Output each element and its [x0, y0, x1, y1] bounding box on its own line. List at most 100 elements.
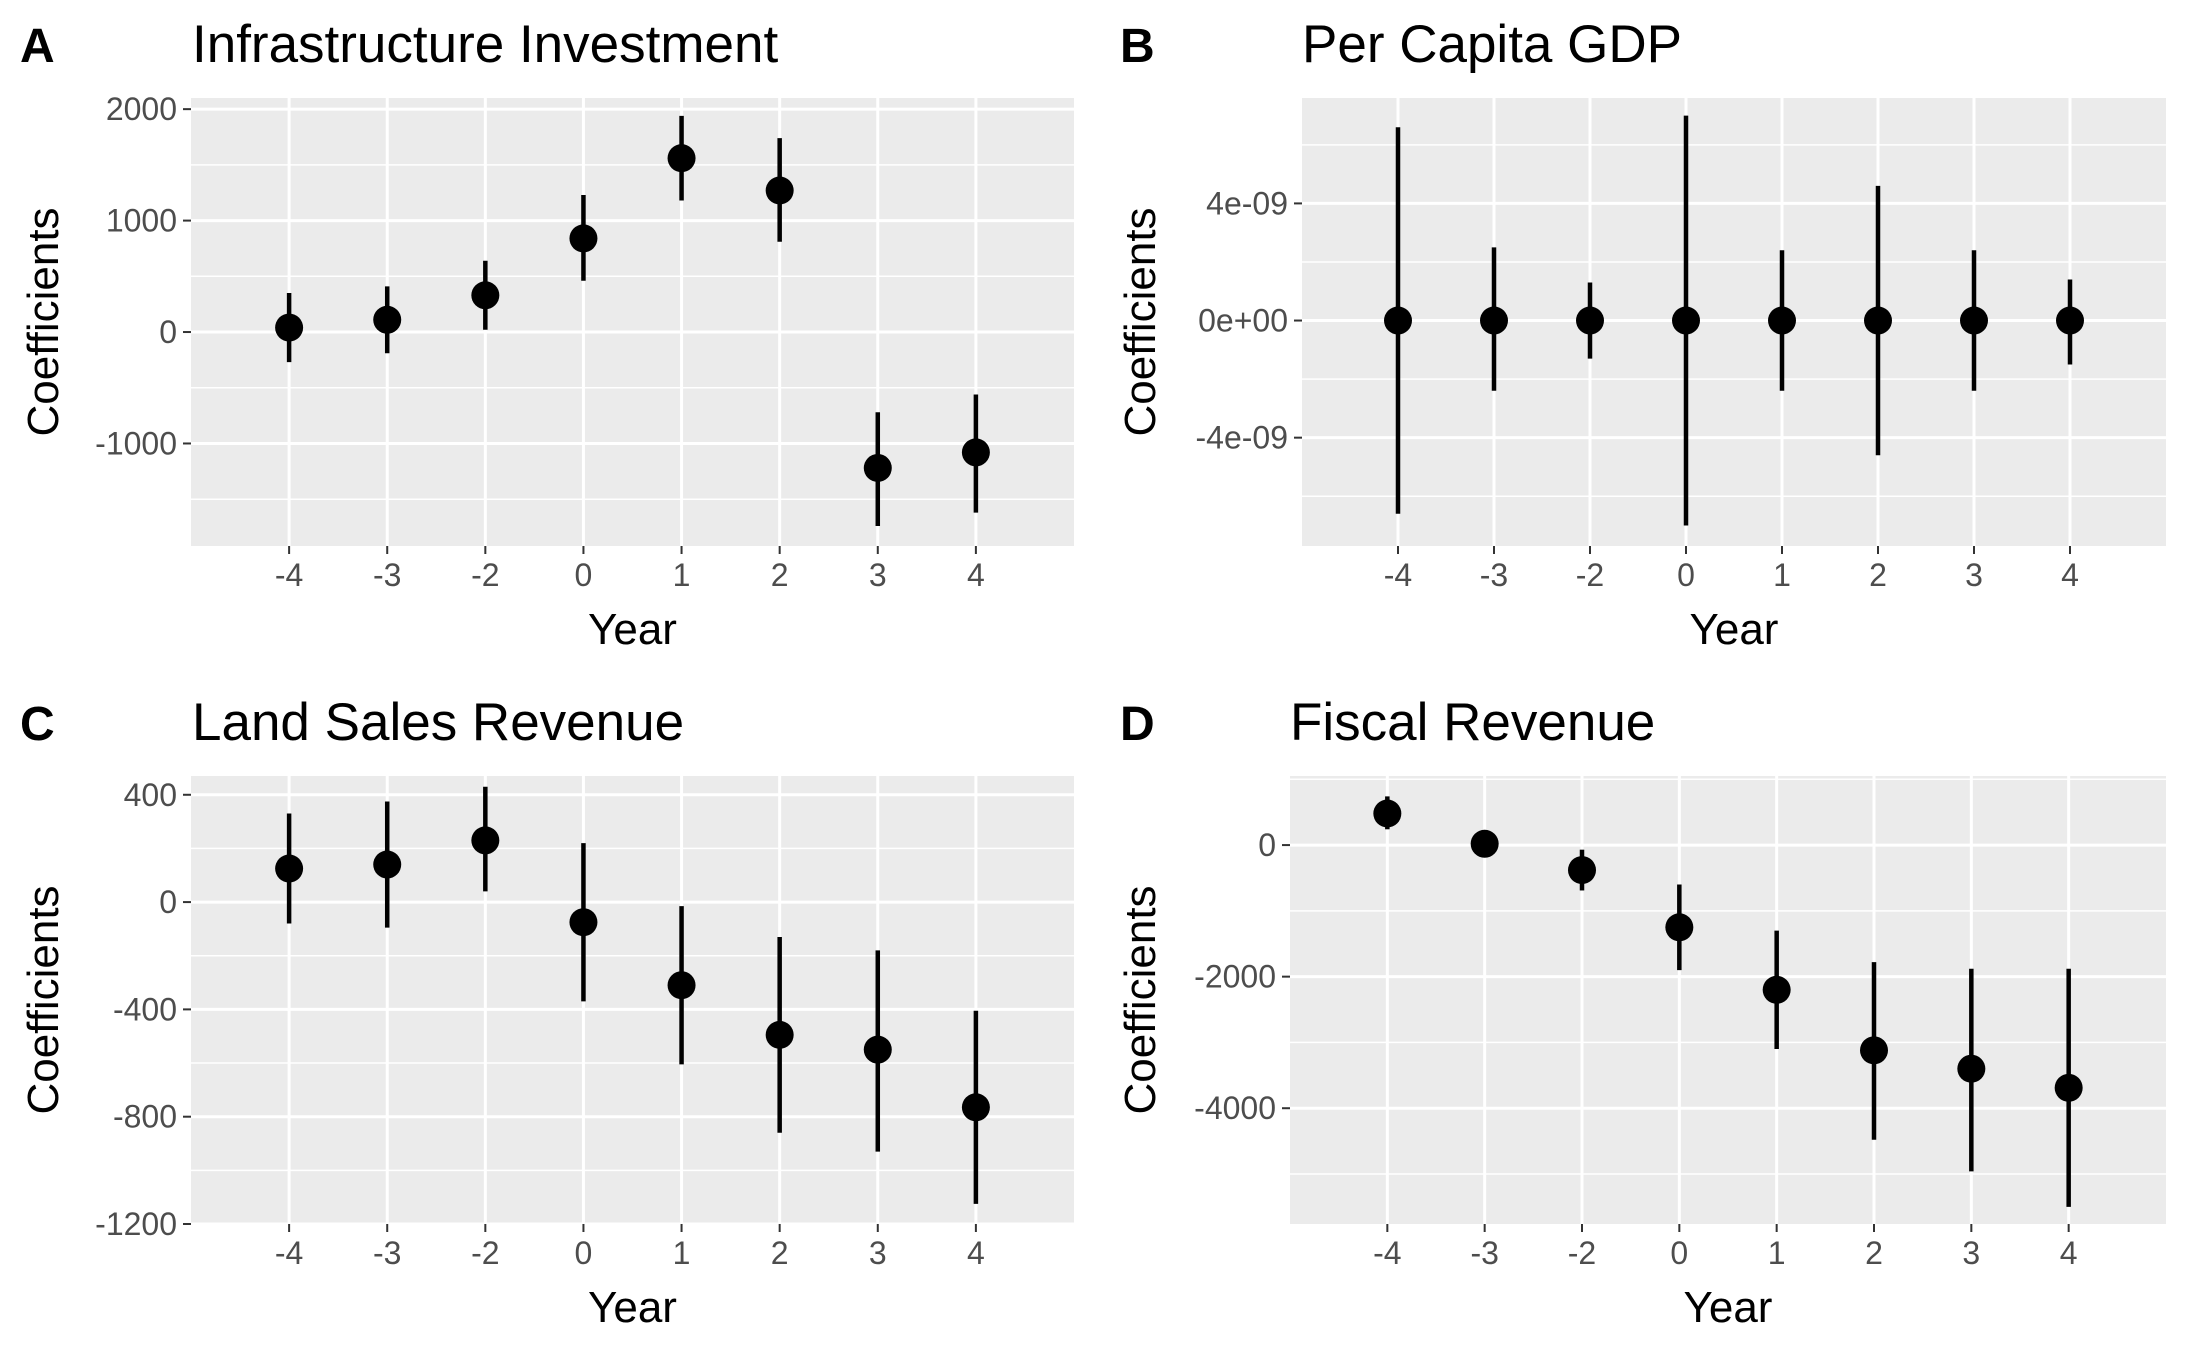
- y-tick-label: 2000: [106, 91, 177, 127]
- x-tick-label: 2: [1869, 557, 1887, 593]
- plot-background: [191, 776, 1074, 1224]
- data-point: [1568, 856, 1596, 885]
- data-point: [2056, 306, 2084, 335]
- x-tick-label: 1: [673, 1235, 691, 1271]
- y-tick-label: -800: [113, 1099, 177, 1135]
- y-tick-label: -2000: [1194, 959, 1276, 995]
- data-point: [1373, 799, 1402, 828]
- x-tick-label: 1: [1773, 557, 1791, 593]
- data-point: [1864, 306, 1892, 335]
- panel-letter: B: [1120, 20, 1155, 73]
- y-tick-label: -400: [113, 991, 177, 1027]
- x-tick-label: 3: [869, 557, 887, 593]
- x-tick-label: -2: [471, 557, 499, 593]
- panel-title: Infrastructure Investment: [192, 15, 778, 74]
- x-tick-label: 0: [1670, 1235, 1688, 1271]
- x-tick-label: -4: [275, 1235, 303, 1271]
- panel-title: Land Sales Revenue: [192, 693, 684, 752]
- data-point: [1470, 829, 1499, 858]
- x-axis-title: Year: [588, 1283, 677, 1332]
- data-point: [275, 854, 304, 883]
- data-point: [961, 438, 990, 467]
- data-point: [471, 826, 500, 855]
- data-point: [765, 176, 794, 205]
- y-tick-label: 0: [1258, 827, 1276, 863]
- data-point: [1480, 306, 1508, 335]
- data-point: [1672, 306, 1700, 335]
- x-axis-title: Year: [588, 605, 677, 654]
- x-tick-label: 1: [673, 557, 691, 593]
- x-tick-label: 3: [869, 1235, 887, 1271]
- data-point: [961, 1093, 990, 1122]
- x-axis-title: Year: [1690, 605, 1779, 654]
- x-tick-label: 0: [1677, 557, 1695, 593]
- x-tick-label: -3: [1480, 557, 1508, 593]
- data-point: [1665, 913, 1694, 942]
- panel-title: Fiscal Revenue: [1290, 693, 1655, 752]
- y-tick-label: 1000: [106, 203, 177, 239]
- y-tick-label: 400: [124, 777, 177, 813]
- x-tick-label: 0: [575, 557, 593, 593]
- x-tick-label: -3: [373, 1235, 401, 1271]
- x-tick-label: 1: [1768, 1235, 1786, 1271]
- y-tick-label: 0e+00: [1198, 303, 1288, 339]
- y-tick-label: 0: [159, 884, 177, 920]
- plot-background: [1290, 776, 2166, 1224]
- x-tick-label: -4: [275, 557, 303, 593]
- x-tick-label: 2: [1865, 1235, 1883, 1271]
- data-point: [2054, 1073, 2083, 1102]
- panel-d: 0 -2000 -4000 -4 -3 -2 0 1 2 3 4 D Fiscal Revenue Yea…: [1116, 693, 2166, 1332]
- data-point: [569, 224, 598, 253]
- data-point: [1960, 306, 1988, 335]
- data-point: [1384, 306, 1412, 335]
- panel-letter: A: [20, 20, 55, 73]
- x-tick-label: 4: [967, 557, 985, 593]
- y-axis-title: Coefficients: [1116, 885, 1165, 1114]
- x-tick-label: 2: [771, 1235, 789, 1271]
- y-tick-label: -4e-09: [1196, 420, 1289, 456]
- x-tick-label: -2: [1568, 1235, 1596, 1271]
- y-tick-label: -4000: [1194, 1090, 1276, 1126]
- y-tick-label: 0: [159, 314, 177, 350]
- panel-title: Per Capita GDP: [1302, 15, 1682, 74]
- panel-b: 4e-09 0e+00 -4e-09 -4 -3 -2 0 1 2 3 4 B Per Capita G…: [1116, 15, 2166, 654]
- data-point: [373, 850, 402, 879]
- x-tick-label: -4: [1384, 557, 1412, 593]
- panel-c: 400 0 -400 -800 -1200 -4 -3 -2 0 1 2 3 4 C Land Sales …: [19, 693, 1074, 1332]
- x-tick-label: 2: [771, 557, 789, 593]
- data-point: [765, 1020, 794, 1049]
- x-tick-label: 3: [1965, 557, 1983, 593]
- panel-letter: C: [20, 698, 55, 751]
- data-point: [1957, 1054, 1986, 1083]
- y-axis-title: Coefficients: [1116, 207, 1165, 436]
- x-tick-label: -2: [1576, 557, 1604, 593]
- x-tick-label: -3: [1470, 1235, 1498, 1271]
- data-point: [373, 305, 402, 334]
- panel-a: 2000 1000 0 -1000 -4 -3 -2 0 1 2 3 4 A Infrastructure…: [19, 15, 1074, 654]
- x-tick-label: -4: [1373, 1235, 1401, 1271]
- x-tick-label: 4: [2060, 1235, 2078, 1271]
- y-axis-title: Coefficients: [19, 207, 68, 436]
- data-point: [275, 313, 304, 342]
- data-point: [667, 971, 696, 1000]
- data-point: [863, 1035, 892, 1064]
- x-axis-title: Year: [1684, 1283, 1773, 1332]
- y-tick-label: 4e-09: [1206, 185, 1288, 221]
- panel-letter: D: [1120, 698, 1155, 751]
- data-point: [1860, 1036, 1888, 1065]
- x-tick-label: -3: [373, 557, 401, 593]
- x-tick-label: 4: [2061, 557, 2079, 593]
- x-tick-label: -2: [471, 1235, 499, 1271]
- y-tick-label: -1200: [95, 1206, 177, 1242]
- data-point: [1768, 306, 1796, 335]
- data-point: [569, 908, 598, 937]
- data-point: [863, 453, 892, 482]
- data-point: [471, 281, 500, 310]
- plot-background: [191, 98, 1074, 546]
- x-tick-label: 4: [967, 1235, 985, 1271]
- data-point: [1576, 306, 1604, 335]
- data-point: [667, 144, 696, 173]
- x-tick-label: 0: [575, 1235, 593, 1271]
- y-axis-title: Coefficients: [19, 885, 68, 1114]
